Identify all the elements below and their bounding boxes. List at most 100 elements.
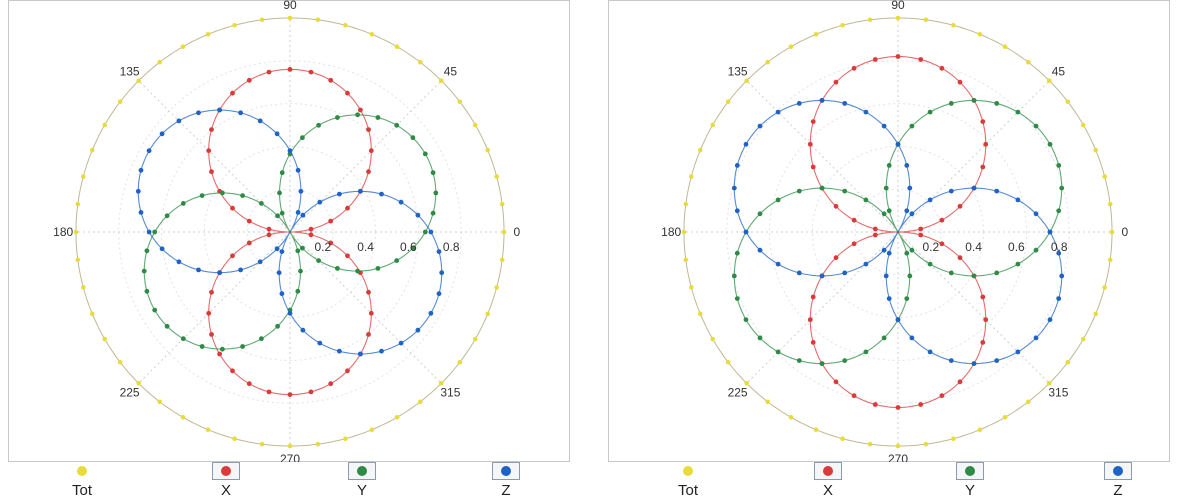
data-point-z <box>428 229 434 235</box>
data-point-x <box>957 79 963 85</box>
data-point-tot <box>1026 399 1031 405</box>
data-point-tot <box>895 443 901 449</box>
data-point-y <box>152 229 158 235</box>
angle-tick-label: 315 <box>440 385 460 399</box>
data-point-z <box>907 185 913 191</box>
angle-tick-label: 135 <box>120 65 140 79</box>
data-point-y <box>375 115 381 120</box>
data-point-z <box>217 270 223 276</box>
legend-item-y[interactable]: Y <box>940 462 1000 504</box>
data-point-y <box>948 270 954 276</box>
legend-label: Y <box>964 482 975 499</box>
data-point-y <box>240 193 246 199</box>
radial-tick-label: 0.8 <box>1051 240 1068 254</box>
angle-tick-label: 0 <box>1121 225 1128 239</box>
legend-swatch-tot <box>68 462 96 480</box>
data-point-y <box>775 197 781 203</box>
data-point-y <box>279 210 285 216</box>
data-point-tot <box>1107 201 1113 207</box>
legend-item-y[interactable]: Y <box>332 462 392 504</box>
data-point-x <box>957 255 963 261</box>
grid-ring <box>246 188 334 276</box>
data-point-x <box>328 381 334 387</box>
data-point-tot <box>369 427 375 433</box>
legend-swatch-x <box>212 462 240 480</box>
data-point-z <box>279 291 285 297</box>
data-point-z <box>398 340 404 346</box>
radial-tick-label: 0.2 <box>922 240 939 254</box>
legend: Tot X Y Z <box>600 462 1180 504</box>
angle-tick-label: 270 <box>280 452 300 462</box>
legend-item-z[interactable]: Z <box>476 462 536 504</box>
data-point-y <box>863 349 869 355</box>
data-point-x <box>872 226 878 232</box>
data-point-y <box>180 201 186 206</box>
data-point-tot <box>1107 257 1113 263</box>
data-point-tot <box>494 174 500 179</box>
data-point-y <box>1015 261 1021 267</box>
data-point-z <box>842 101 848 106</box>
data-point-tot <box>744 78 749 83</box>
grid-spoke <box>746 231 899 384</box>
data-point-z <box>159 246 165 252</box>
data-point-z <box>895 317 901 323</box>
data-point-tot <box>710 122 715 128</box>
data-point-z <box>796 101 802 106</box>
legend-item-tot[interactable]: Tot <box>658 462 718 504</box>
data-point-z <box>994 358 1000 363</box>
data-point-z <box>971 185 977 191</box>
data-point-x <box>833 79 839 85</box>
data-point-y <box>295 248 301 254</box>
data-point-x <box>918 232 924 238</box>
data-point-z <box>257 259 263 265</box>
data-point-tot <box>457 360 463 365</box>
legend-swatch-y <box>956 462 984 480</box>
data-point-x <box>266 389 272 395</box>
data-point-z <box>927 349 933 355</box>
data-point-y <box>971 98 977 103</box>
data-point-x <box>957 203 963 209</box>
data-point-z <box>135 188 141 194</box>
data-point-z <box>146 148 152 154</box>
data-point-z <box>1033 211 1039 217</box>
data-point-z <box>379 191 384 197</box>
data-point-x <box>939 65 945 71</box>
data-point-y <box>355 112 360 118</box>
data-point-tot <box>485 147 491 153</box>
data-point-z <box>819 98 825 103</box>
legend-item-tot[interactable]: Tot <box>52 462 112 504</box>
data-point-y <box>886 163 892 168</box>
legend-item-z[interactable]: Z <box>1088 462 1148 504</box>
angle-tick-label: 180 <box>53 225 73 239</box>
data-point-tot <box>683 257 689 263</box>
data-point-z <box>1033 335 1039 341</box>
data-point-y <box>1015 109 1021 115</box>
legend-label: Z <box>501 482 511 499</box>
angle-tick-label: 315 <box>1048 385 1068 399</box>
data-point-z <box>287 310 293 316</box>
data-point-y <box>433 190 439 196</box>
angle-tick-label: 225 <box>728 385 748 399</box>
data-point-tot <box>102 336 107 342</box>
data-point-tot <box>1047 381 1052 386</box>
data-point-z <box>217 107 223 113</box>
legend-item-x[interactable]: X <box>798 462 858 504</box>
data-point-y <box>881 335 887 341</box>
data-point-x <box>246 240 252 246</box>
data-point-y <box>430 210 436 216</box>
data-point-x <box>983 317 989 323</box>
data-point-x <box>246 77 252 83</box>
data-point-tot <box>1047 78 1052 83</box>
data-point-x <box>895 405 901 410</box>
data-point-y <box>904 250 910 256</box>
data-point-tot <box>895 15 901 21</box>
polar-chart-panel-right: 90 45 0 315 270 225 180 135 0.2 0.4 0.6 0.8 Tot X Y… <box>600 0 1180 504</box>
legend-item-x[interactable]: X <box>196 462 256 504</box>
data-point-y <box>1033 123 1039 129</box>
data-point-tot <box>698 311 703 317</box>
data-point-y <box>422 229 428 235</box>
data-point-tot <box>81 174 86 179</box>
angle-tick-label: 225 <box>120 385 140 399</box>
data-point-tot <box>457 99 463 104</box>
data-point-tot <box>259 17 265 23</box>
